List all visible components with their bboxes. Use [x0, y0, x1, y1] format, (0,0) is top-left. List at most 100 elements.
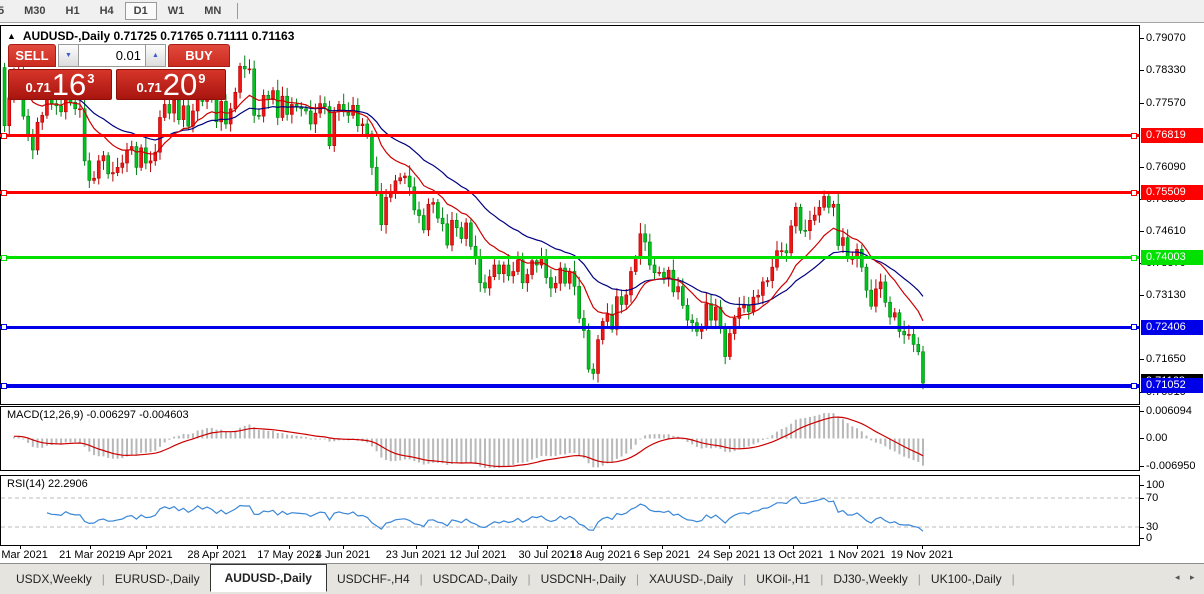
rsi-label: RSI(14) 22.2906: [7, 478, 88, 490]
timeframe-button-h4[interactable]: H4: [99, 5, 114, 17]
date-tick-mark: [217, 546, 218, 549]
horizontal-level-line[interactable]: [0, 325, 1139, 329]
volume-input[interactable]: 0.01: [78, 45, 146, 66]
tab-dj30-weekly[interactable]: DJ30-,Weekly: [833, 572, 908, 586]
date-label: 24 Sep 2021: [697, 549, 761, 561]
date-tick-mark: [343, 546, 344, 549]
rsi-tick-mark: [1140, 498, 1144, 499]
tab-separator: |: [527, 572, 531, 586]
tab-separator: |: [820, 572, 824, 586]
ma-fast-line: [13, 83, 924, 322]
tab-separator: |: [917, 572, 921, 586]
line-handle-right[interactable]: [1131, 189, 1137, 196]
macd-pane[interactable]: [0, 406, 1140, 471]
horizontal-level-line[interactable]: [0, 191, 1139, 194]
line-handle-right[interactable]: [1131, 382, 1137, 389]
line-handle-right[interactable]: [1131, 324, 1137, 331]
price-tick-mark: [1140, 231, 1144, 233]
tab-uk100-daily[interactable]: UK100-,Daily: [930, 572, 1002, 586]
line-handle-left[interactable]: [1, 132, 7, 139]
rsi-axis-label: 30: [1146, 521, 1159, 533]
macd-axis-label: 0.006094: [1146, 405, 1192, 417]
chart-symbol-label: AUDUSD-,Daily: [22, 29, 111, 43]
timeframe-button-d1[interactable]: D1: [124, 2, 157, 20]
rsi-axis-label: 70: [1146, 492, 1159, 504]
ma-slow-line: [13, 85, 924, 306]
rsi-pane[interactable]: [0, 475, 1140, 546]
date-tick-mark: [547, 546, 548, 549]
price-tick-label: 0.73130: [1146, 289, 1186, 302]
level-price-badge: 0.74003: [1141, 250, 1203, 266]
buy-price-pip: 9: [198, 71, 206, 86]
date-tick-mark: [793, 546, 794, 549]
date-tick-mark: [601, 546, 602, 549]
rsi-axis-label: 100: [1146, 479, 1165, 491]
line-handle-left[interactable]: [1, 189, 7, 196]
price-tick-mark: [1140, 69, 1144, 71]
date-label: 17 May 2021: [257, 549, 321, 561]
timeframe-button-w1[interactable]: W1: [167, 5, 185, 17]
macd-label: MACD(12,26,9) -0.006297 -0.004603: [7, 409, 189, 421]
timeframe-button-mn[interactable]: MN: [204, 5, 222, 17]
timeframe-button-5[interactable]: 5: [0, 5, 5, 17]
price-tick-mark: [1140, 295, 1144, 297]
timeframe-button-h1[interactable]: H1: [65, 5, 80, 17]
tab-eurusd-daily[interactable]: EURUSD-,Daily: [114, 572, 200, 586]
date-tick-mark: [289, 546, 290, 549]
sell-price-panel[interactable]: 0.71 16 3: [8, 69, 112, 100]
line-handle-left[interactable]: [1, 254, 7, 261]
tab-xauusd-daily[interactable]: XAUUSD-,Daily: [649, 572, 734, 586]
level-price-badge: 0.75509: [1141, 185, 1203, 200]
volume-increase-button[interactable]: ▲: [146, 45, 165, 66]
buy-button[interactable]: BUY: [168, 44, 230, 67]
tab-usdcnh-daily[interactable]: USDCNH-,Daily: [540, 572, 626, 586]
tab-ukoil-h1[interactable]: UKOil-,H1: [756, 572, 811, 586]
macd-axis-label: 0.00: [1146, 432, 1168, 444]
timeframe-button-m30[interactable]: M30: [24, 5, 46, 17]
rsi-line: [46, 496, 924, 532]
candlestick-chart: [2, 55, 925, 390]
date-tick-mark: [922, 546, 923, 549]
date-label: 28 Apr 2021: [187, 549, 247, 561]
tab-separator: |: [1011, 572, 1015, 586]
macd-values: -0.006297 -0.004603: [86, 409, 189, 421]
tab-scroll-left-icon[interactable]: ◂: [1175, 572, 1180, 582]
rsi-tick-mark: [1140, 538, 1144, 539]
volume-decrease-button[interactable]: ▼: [59, 45, 78, 66]
line-handle-right[interactable]: [1131, 254, 1137, 261]
rsi-tick-mark: [1140, 527, 1144, 528]
line-handle-left[interactable]: [1, 324, 7, 331]
volume-stepper: ▼ 0.01 ▲: [58, 44, 166, 67]
rsi-axis-label: 0: [1146, 532, 1153, 544]
line-handle-right[interactable]: [1131, 132, 1137, 139]
tab-usdx-weekly[interactable]: USDX,Weekly: [16, 572, 92, 586]
tab-usdchf-h4[interactable]: USDCHF-,H4: [336, 572, 410, 586]
sell-button[interactable]: SELL: [8, 44, 56, 67]
date-tick-mark: [416, 546, 417, 549]
horizontal-level-line[interactable]: [0, 256, 1139, 260]
macd-axis-label: -0.006950: [1146, 460, 1196, 472]
chart-title: ▲ AUDUSD-,Daily 0.71725 0.71765 0.71111 …: [7, 29, 294, 43]
horizontal-level-line[interactable]: [0, 383, 1139, 388]
buy-price-prefix: 0.71: [136, 80, 162, 95]
date-tick-mark: [662, 546, 663, 549]
macd-tick-mark: [1140, 466, 1144, 467]
buy-price-panel[interactable]: 0.71 20 9: [116, 69, 226, 100]
sell-price-prefix: 0.71: [25, 80, 51, 95]
collapse-triangle-icon[interactable]: ▲: [7, 31, 16, 41]
line-handle-left[interactable]: [1, 382, 7, 389]
price-tick-label: 0.77570: [1146, 96, 1186, 109]
tab-separator: |: [743, 572, 747, 586]
sell-price-main: 16: [51, 67, 87, 102]
level-price-badge: 0.76819: [1141, 128, 1203, 144]
horizontal-level-line[interactable]: [0, 134, 1139, 138]
candles-layer: [2, 55, 925, 390]
price-tick-label: 0.79070: [1146, 31, 1186, 44]
tab-audusd-daily[interactable]: AUDUSD-,Daily: [209, 564, 327, 592]
price-tick-label: 0.76090: [1146, 160, 1186, 173]
price-tick-mark: [1140, 37, 1144, 39]
tab-usdcad-daily[interactable]: USDCAD-,Daily: [432, 572, 518, 586]
tab-scroll-right-icon[interactable]: ▸: [1190, 572, 1195, 582]
